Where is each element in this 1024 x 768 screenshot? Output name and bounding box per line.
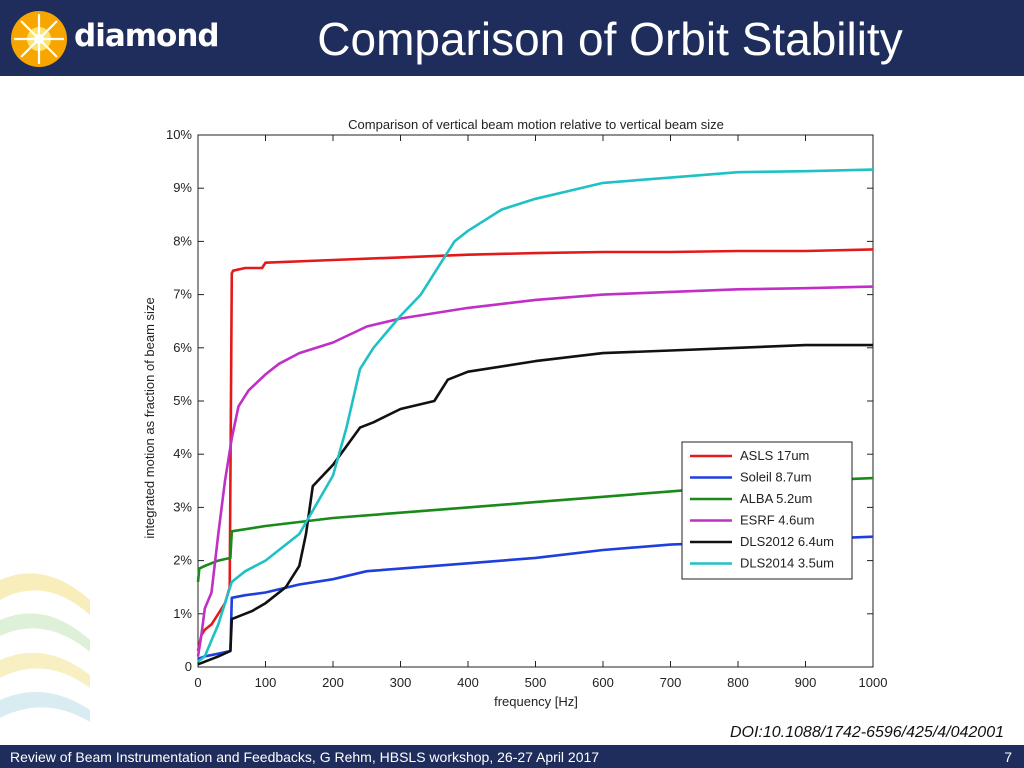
legend-label: DLS2012 6.4um	[740, 534, 834, 549]
series-line-esrf-4-6um	[196, 285, 874, 657]
x-tick-label: 700	[660, 675, 682, 690]
legend-label: DLS2014 3.5um	[740, 556, 834, 571]
y-tick-label: 5%	[173, 393, 192, 408]
legend-label: ESRF 4.6um	[740, 513, 814, 528]
footer-text: Review of Beam Instrumentation and Feedb…	[10, 749, 600, 765]
x-tick-label: 300	[390, 675, 412, 690]
x-tick-label: 200	[322, 675, 344, 690]
y-tick-label: 7%	[173, 287, 192, 302]
series-line-asls-17um	[196, 248, 874, 652]
series-line-dls2014-3-5um	[197, 168, 874, 663]
diamond-logo: diamond	[8, 8, 220, 68]
y-tick-label: 6%	[173, 340, 192, 355]
series-line-dls2012-6-4um	[197, 343, 873, 666]
y-tick-label: 0	[185, 659, 192, 674]
chart-legend: ASLS 17um Soleil 8.7um ALBA 5.2um ESRF 4.6u…	[681, 441, 853, 580]
x-tick-label: 500	[525, 675, 547, 690]
y-axis-label: integrated motion as fraction of beam si…	[142, 297, 157, 538]
legend-label: Soleil 8.7um	[740, 470, 812, 485]
slide-title: Comparison of Orbit Stability	[317, 13, 903, 65]
page-number: 7	[1004, 749, 1012, 765]
doi-reference: DOI:10.1088/1742-6596/425/4/042001	[729, 724, 1004, 741]
legend-label: ALBA 5.2um	[740, 491, 812, 506]
y-tick-label: 10%	[166, 127, 192, 142]
x-tick-label: 1000	[859, 675, 888, 690]
plot-frame	[197, 134, 874, 668]
y-tick-label: 9%	[173, 180, 192, 195]
y-tick-label: 1%	[173, 606, 192, 621]
x-tick-label: 400	[457, 675, 479, 690]
orbit-stability-chart: Comparison of vertical beam motion relat…	[142, 117, 887, 709]
series-lines	[196, 168, 874, 666]
diamond-starburst-icon	[11, 11, 67, 67]
axis-ticks: 0 100 200 300 400 500 600 700 800 900 1000 0 1% 2% 3% 4…	[166, 127, 887, 690]
x-tick-label: 100	[255, 675, 277, 690]
legend-label: ASLS 17um	[740, 448, 809, 463]
decorative-stripes	[0, 573, 90, 722]
y-tick-label: 8%	[173, 233, 192, 248]
x-tick-label: 0	[194, 675, 201, 690]
brand-name: diamond	[74, 18, 220, 54]
x-axis-label: frequency [Hz]	[494, 694, 578, 709]
x-tick-label: 600	[592, 675, 614, 690]
chart-title: Comparison of vertical beam motion relat…	[348, 117, 724, 132]
x-tick-label: 900	[795, 675, 817, 690]
slide-footer: Review of Beam Instrumentation and Feedb…	[0, 745, 1024, 768]
x-tick-label: 800	[727, 675, 749, 690]
y-tick-label: 3%	[173, 499, 192, 514]
y-tick-label: 2%	[173, 553, 192, 568]
legend-box	[681, 441, 853, 580]
y-tick-label: 4%	[173, 446, 192, 461]
slide-header: diamond Comparison of Orbit Stability	[0, 0, 1024, 76]
